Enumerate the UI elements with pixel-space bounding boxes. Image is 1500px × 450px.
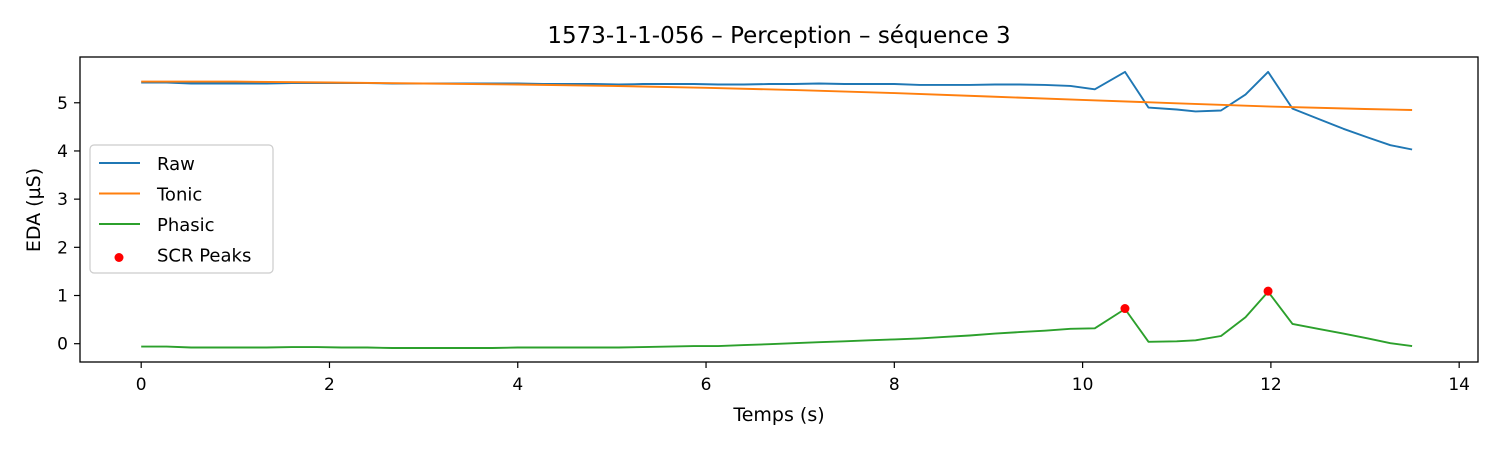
tonic-line [141,80,1413,111]
y-axis-label: EDA (µS) [23,168,45,252]
y-tick-label: 0 [57,335,68,355]
plot-series [141,70,1413,349]
scr-peak-point [1120,304,1130,314]
legend-label-phasic: Phasic [157,215,215,236]
y-axis-ticks: 0 1 2 3 4 5 [57,94,80,355]
y-tick-label: 5 [57,94,68,114]
y-tick-label: 1 [57,287,68,307]
x-tick-label: 10 [1072,375,1094,395]
legend-label-tonic: Tonic [156,185,202,206]
scr-peak-point [1263,286,1273,296]
legend-label-scr-peaks: SCR Peaks [157,246,251,267]
y-tick-label: 3 [57,190,68,210]
x-tick-label: 14 [1448,375,1470,395]
phasic-line [141,290,1413,349]
x-tick-label: 6 [701,375,712,395]
x-tick-label: 2 [324,375,335,395]
chart-title: 1573-1-1-056 – Perception – séquence 3 [547,23,1010,49]
x-tick-label: 12 [1260,375,1282,395]
y-tick-label: 2 [57,238,68,258]
x-axis-ticks: 0 2 4 6 8 10 12 14 [136,362,1470,395]
x-axis-label: Temps (s) [732,404,824,426]
raw-line [141,70,1413,151]
legend-label-raw: Raw [157,154,195,175]
legend-box [89,144,274,274]
legend: Raw Tonic Phasic SCR Peaks [89,144,274,274]
y-tick-label: 4 [57,142,68,162]
x-tick-label: 0 [136,375,147,395]
legend-swatch-scr-peaks [114,253,124,262]
x-tick-label: 8 [889,375,900,395]
plot-frame [79,56,1479,363]
x-tick-label: 4 [512,375,523,395]
